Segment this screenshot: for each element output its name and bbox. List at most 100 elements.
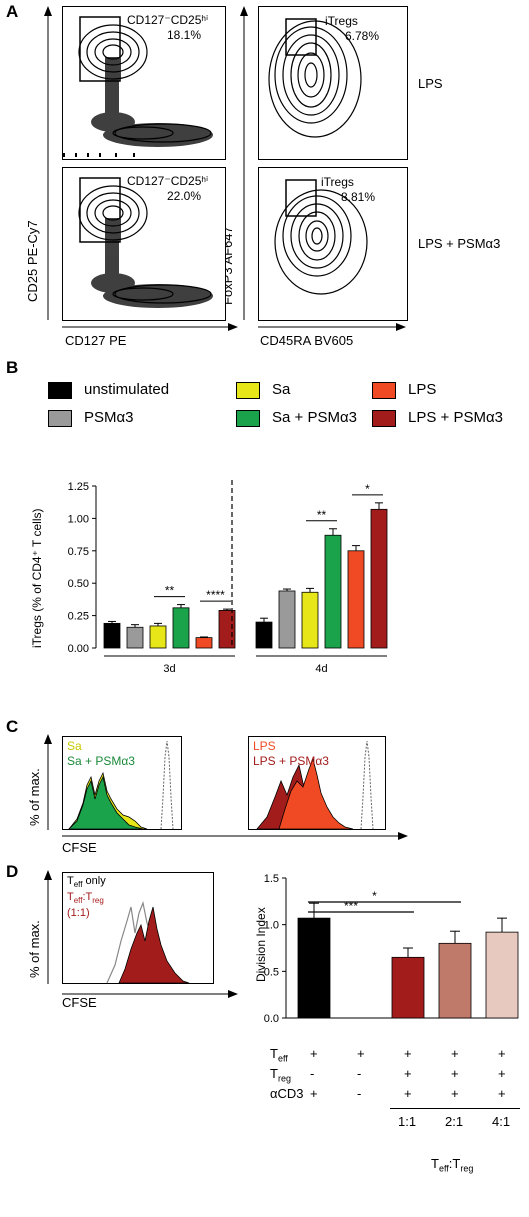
hist-d-legend-ratio: (1:1) bbox=[67, 907, 90, 919]
gate-percent-bottom-left: 22.0% bbox=[167, 189, 202, 203]
table-row-label: Teff bbox=[270, 1046, 288, 1064]
table-cell: + bbox=[310, 1046, 318, 1061]
panel-letter-a: A bbox=[6, 2, 19, 21]
legend-label-lps-psm: LPS + PSMα3 bbox=[408, 409, 503, 426]
hist-c-right-legend-lps: LPS bbox=[253, 739, 276, 753]
legend-label-sa: Sa bbox=[272, 381, 291, 398]
gate-percent-top-right: 6.78% bbox=[345, 29, 380, 43]
table-cell: + bbox=[451, 1046, 459, 1061]
table-cell: + bbox=[498, 1046, 506, 1061]
bar bbox=[301, 591, 319, 649]
ratio-title: Teff:Treg bbox=[431, 1156, 474, 1174]
y-tick-label: 0.00 bbox=[68, 643, 89, 655]
panel-letter-c: C bbox=[6, 717, 19, 736]
table-cell: + bbox=[404, 1066, 412, 1081]
legend-swatch-unstimulated bbox=[48, 382, 72, 399]
table-cell: - bbox=[357, 1086, 362, 1101]
legend-swatch-lps-psm bbox=[372, 410, 396, 427]
condition-table: Teff + + + + + Treg - - + + + αCD3 + - + + +1:1 2:1 4:1 Teff… bbox=[0, 1046, 529, 1216]
flow-plot-bottom-left: CD127⁻CD25ʰⁱ 22.0% bbox=[62, 167, 226, 321]
gate-label-bottom-right: iTregs bbox=[321, 175, 354, 189]
significance-label: * bbox=[365, 482, 370, 496]
panel-letter-d: D bbox=[6, 862, 19, 881]
table-cell: + bbox=[310, 1086, 318, 1101]
row-label-lps-psm: LPS + PSMα3 bbox=[418, 236, 501, 251]
panel-letter-b: B bbox=[6, 358, 19, 377]
legend-swatch-psm bbox=[48, 410, 72, 427]
y-tick-label: 1.0 bbox=[264, 920, 279, 932]
legend-swatch-sa bbox=[236, 382, 260, 399]
panel-c-axes bbox=[44, 734, 408, 840]
bar bbox=[278, 590, 296, 649]
gate-percent-bottom-right: 8.81% bbox=[341, 190, 376, 204]
hist-d-legend-teff-only: Teff only bbox=[67, 875, 106, 890]
bar bbox=[438, 942, 472, 1019]
significance-label: ** bbox=[165, 584, 175, 598]
panel-a-axes bbox=[44, 6, 406, 331]
table-cell: - bbox=[310, 1066, 315, 1081]
bar bbox=[255, 621, 273, 649]
significance-label: * bbox=[372, 889, 377, 903]
bar bbox=[149, 625, 167, 649]
y-tick-label: 0.75 bbox=[68, 546, 89, 558]
histogram-c-left: Sa Sa + PSMα3 bbox=[62, 736, 182, 830]
legend-label-sa-psm: Sa + PSMα3 bbox=[272, 409, 357, 426]
bar bbox=[391, 956, 425, 1019]
bar bbox=[195, 637, 213, 649]
bar bbox=[218, 610, 236, 649]
hist-d-legend-teff-treg: Teff:Treg bbox=[67, 891, 104, 906]
group-label: 4d bbox=[315, 663, 327, 675]
table-cell: + bbox=[404, 1086, 412, 1101]
gate-percent-top-left: 18.1% bbox=[167, 28, 202, 42]
table-cell: + bbox=[451, 1086, 459, 1101]
panel-a-x-label-left: CD127 PE bbox=[65, 333, 127, 348]
table-row-label: Treg bbox=[270, 1066, 291, 1084]
group-label: 3d bbox=[163, 663, 175, 675]
row-label-lps: LPS bbox=[418, 76, 443, 91]
gate-label-bottom-left: CD127⁻CD25ʰⁱ bbox=[127, 174, 209, 188]
hist-c-right-legend-lps-psm: LPS + PSMα3 bbox=[253, 754, 329, 768]
gate-label-top-left: CD127⁻CD25ʰⁱ bbox=[127, 13, 209, 27]
legend-label-psm: PSMα3 bbox=[84, 409, 134, 426]
legend-label-unstimulated: unstimulated bbox=[84, 381, 170, 398]
panel-d-axes bbox=[44, 870, 238, 998]
flow-plot-bottom-right: iTregs 8.81% bbox=[258, 167, 408, 321]
panel-c-x-label: CFSE bbox=[62, 840, 97, 855]
bar bbox=[347, 550, 365, 649]
table-cell: + bbox=[357, 1046, 365, 1061]
table-row-label: αCD3 bbox=[270, 1086, 304, 1101]
gate-label-top-right: iTregs bbox=[325, 14, 358, 28]
y-tick-label: 0.5 bbox=[264, 966, 279, 978]
legend-swatch-sa-psm bbox=[236, 410, 260, 427]
legend-label-lps: LPS bbox=[408, 381, 437, 398]
y-tick-label: 0.25 bbox=[68, 611, 89, 623]
bar bbox=[370, 508, 388, 649]
flow-plot-top-right: iTregs 6.78% bbox=[258, 6, 408, 160]
hist-c-left-legend-sa-psm: Sa + PSMα3 bbox=[67, 754, 135, 768]
panel-d-x-label: CFSE bbox=[62, 995, 97, 1010]
histogram-d: Teff only Teff:Treg (1:1) bbox=[62, 872, 214, 984]
table-cell: + bbox=[404, 1046, 412, 1061]
flow-plot-top-left: CD127⁻CD25ʰⁱ 18.1% bbox=[62, 6, 226, 160]
bar bbox=[172, 607, 190, 649]
y-tick-label: 1.5 bbox=[264, 873, 279, 885]
bar-chart-d: 0.00.51.01.5**** bbox=[264, 873, 519, 1025]
legend-swatch-lps bbox=[372, 382, 396, 399]
significance-label: ** bbox=[317, 508, 327, 522]
table-cell: + bbox=[451, 1066, 459, 1081]
hist-c-left-legend-sa: Sa bbox=[67, 739, 82, 753]
ratio-bracket bbox=[390, 1108, 520, 1109]
significance-label: *** bbox=[344, 899, 358, 913]
panel-c-y-label: % of max. bbox=[27, 768, 42, 826]
panel-a-y-label-left: CD25 PE-Cy7 bbox=[25, 220, 40, 302]
table-cell: + bbox=[498, 1086, 506, 1101]
bar bbox=[103, 622, 121, 649]
bar bbox=[485, 931, 519, 1019]
panel-a-x-label-right: CD45RA BV605 bbox=[260, 333, 354, 348]
significance-label: **** bbox=[206, 588, 225, 602]
y-tick-label: 0.50 bbox=[68, 578, 89, 590]
y-tick-label: 0.0 bbox=[264, 1013, 279, 1025]
ratio-label: 4:1 bbox=[492, 1114, 511, 1129]
y-tick-label: 1.25 bbox=[68, 481, 89, 493]
